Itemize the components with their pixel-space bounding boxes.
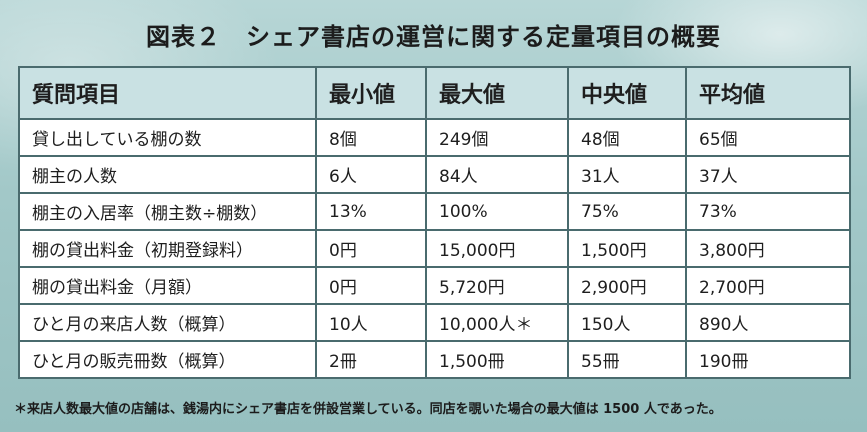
cell-mean: 65個 [685,118,851,157]
cell-median: 55冊 [567,340,687,379]
cell-median: 150人 [567,303,687,342]
cell-min: 8個 [315,118,427,157]
header-min: 最小値 [315,66,427,120]
cell-min: 10人 [315,303,427,342]
cell-max: 100% [425,192,569,231]
header-row: 質問項目 最小値 最大値 中央値 平均値 [18,66,851,120]
header-mean: 平均値 [685,66,851,120]
footnote: ＊来店人数最大値の店舗は、銭湯内にシェア書店を併設営業している。同店を覗いた場合… [14,402,722,417]
cell-min: 6人 [315,155,427,194]
cell-mean: 190冊 [685,340,851,379]
row-label: ひと月の来店人数（概算） [18,303,317,342]
cell-max: 5,720円 [425,266,569,305]
header-median: 中央値 [567,66,687,120]
cell-mean: 3,800円 [685,229,851,268]
cell-median: 48個 [567,118,687,157]
figure-title: 図表２ シェア書店の運営に関する定量項目の概要 [146,23,721,51]
cell-min: 0円 [315,229,427,268]
cell-max: 15,000円 [425,229,569,268]
table-row: ひと月の来店人数（概算） 10人 10,000人＊ 150人 890人 [18,303,851,342]
table-row: 棚の貸出料金（月額） 0円 5,720円 2,900円 2,700円 [18,266,851,305]
row-label: 棚主の人数 [18,155,317,194]
cell-mean: 37人 [685,155,851,194]
cell-median: 2,900円 [567,266,687,305]
row-label: ひと月の販売冊数（概算） [18,340,317,379]
summary-table: 質問項目 最小値 最大値 中央値 平均値 貸し出している棚の数 8個 249個 … [18,66,851,379]
row-label: 貸し出している棚の数 [18,118,317,157]
cell-median: 31人 [567,155,687,194]
row-label: 棚主の入居率（棚主数÷棚数） [18,192,317,231]
cell-max: 249個 [425,118,569,157]
table-row: 貸し出している棚の数 8個 249個 48個 65個 [18,118,851,157]
cell-min: 2冊 [315,340,427,379]
cell-max: 84人 [425,155,569,194]
table-row: 棚主の入居率（棚主数÷棚数） 13% 100% 75% 73% [18,192,851,231]
cell-mean: 890人 [685,303,851,342]
row-label: 棚の貸出料金（初期登録料） [18,229,317,268]
cell-min: 13% [315,192,427,231]
cell-mean: 73% [685,192,851,231]
cell-max: 1,500冊 [425,340,569,379]
cell-median: 1,500円 [567,229,687,268]
table-row: ひと月の販売冊数（概算） 2冊 1,500冊 55冊 190冊 [18,340,851,379]
row-label: 棚の貸出料金（月額） [18,266,317,305]
table-row: 棚主の人数 6人 84人 31人 37人 [18,155,851,194]
cell-max: 10,000人＊ [425,303,569,342]
cell-median: 75% [567,192,687,231]
cell-min: 0円 [315,266,427,305]
cell-mean: 2,700円 [685,266,851,305]
header-question-item: 質問項目 [18,66,317,120]
header-max: 最大値 [425,66,569,120]
table-row: 棚の貸出料金（初期登録料） 0円 15,000円 1,500円 3,800円 [18,229,851,268]
